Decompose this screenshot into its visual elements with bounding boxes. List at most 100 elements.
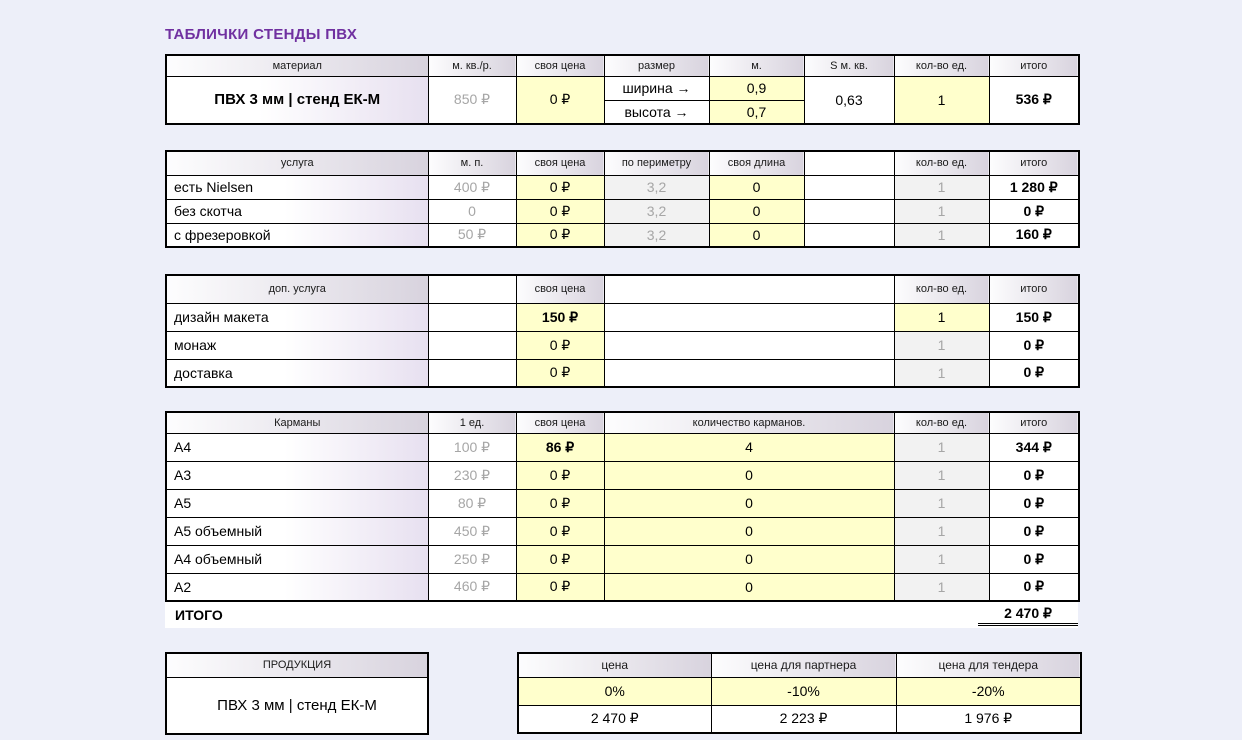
extra-empty-cell [427,330,517,360]
service-rate-cell: 400 ₽ [427,174,517,200]
service-rate-cell: 50 ₽ [427,222,517,248]
service-total-cell: 0 ₽ [988,198,1080,224]
width-label-cell: ширина → [603,75,710,101]
extra-empty-cell [427,358,517,388]
pocket-row: А2 460 ₽ 0 ₽ 0 1 0 ₽ [165,572,1080,602]
services-header-row: услуга м. п. своя цена по периметру своя… [165,150,1080,176]
extra-total-cell: 150 ₽ [988,302,1080,332]
service-rate-cell: 0 [427,198,517,224]
service-own-length-cell[interactable]: 0 [708,198,805,224]
service-own-price-cell[interactable]: 0 ₽ [515,222,605,248]
column-header-empty [803,150,895,176]
pocket-name-cell: А4 объемный [165,544,429,574]
pockets-header-row: Карманы 1 ед. своя цена количество карма… [165,411,1080,434]
pocket-row: А4 100 ₽ 86 ₽ 4 1 344 ₽ [165,432,1080,462]
pocket-total-cell: 0 ₽ [988,544,1080,574]
pocket-row: А5 объемный 450 ₽ 0 ₽ 0 1 0 ₽ [165,516,1080,546]
column-header-total: итого [988,54,1080,77]
column-header-own-price: своя цена [515,411,605,434]
pocket-own-price-cell[interactable]: 0 ₽ [515,488,605,518]
service-perimeter-cell: 3,2 [603,174,710,200]
service-own-price-cell[interactable]: 0 ₽ [515,198,605,224]
production-header: ПРОДУКЦИЯ [165,652,429,678]
pocket-total-cell: 344 ₽ [988,432,1080,462]
column-header-material: материал [165,54,429,77]
column-header-own-price: своя цена [515,54,605,77]
service-own-length-cell[interactable]: 0 [708,174,805,200]
material-qty-cell[interactable]: 1 [893,75,990,125]
service-own-length-cell[interactable]: 0 [708,222,805,248]
production-value: ПВХ 3 мм | стенд ЕК-М [165,676,429,735]
price-value-cell: 2 470 ₽ [517,704,712,734]
column-header-pocket-count: количество карманов. [603,411,895,434]
extra-qty-cell: 1 [893,358,990,388]
price-percent-row: 0% -10% -20% [517,676,1082,706]
pocket-row: А5 80 ₽ 0 ₽ 0 1 0 ₽ [165,488,1080,518]
column-header-pockets: Карманы [165,411,429,434]
bottom-section: ПРОДУКЦИЯ ПВХ 3 мм | стенд ЕК-М цена цен… [165,652,1242,735]
service-total-cell: 1 280 ₽ [988,174,1080,200]
column-header-meters: м. [708,54,805,77]
partner-percent-cell[interactable]: -10% [710,676,897,706]
service-own-price-cell[interactable]: 0 ₽ [515,174,605,200]
extra-name-cell: дизайн макета [165,302,429,332]
material-row-height: высота → 0,7 [166,99,1079,125]
column-header-qty: кол-во ед. [893,411,990,434]
extra-qty-cell[interactable]: 1 [893,302,990,332]
pocket-count-cell[interactable]: 0 [603,572,895,602]
extra-row: дизайн макета 150 ₽ 1 150 ₽ [165,302,1080,332]
extra-qty-cell: 1 [893,330,990,360]
pocket-own-price-cell[interactable]: 0 ₽ [515,572,605,602]
pocket-own-price-cell[interactable]: 0 ₽ [515,516,605,546]
tender-percent-cell[interactable]: -20% [895,676,1082,706]
pocket-rate-cell: 460 ₽ [427,572,517,602]
material-total-cell: 536 ₽ [988,75,1080,125]
width-value-cell[interactable]: 0,9 [708,75,805,101]
pocket-count-cell[interactable]: 0 [603,516,895,546]
pocket-count-cell[interactable]: 0 [603,488,895,518]
extra-empty-cell [603,330,895,360]
column-header-qty: кол-во ед. [893,54,990,77]
pocket-qty-cell: 1 [893,572,990,602]
service-name-cell: без скотча [165,198,429,224]
column-header-extra-service: доп. услуга [165,274,429,304]
pocket-own-price-cell[interactable]: 0 ₽ [515,460,605,490]
pocket-count-cell[interactable]: 0 [603,460,895,490]
production-table: ПРОДУКЦИЯ ПВХ 3 мм | стенд ЕК-М [165,652,429,735]
service-qty-cell: 1 [893,198,990,224]
column-header-price: цена [517,652,712,678]
column-header-own-price: своя цена [515,274,605,304]
pocket-count-cell[interactable]: 0 [603,544,895,574]
material-own-price-cell[interactable]: 0 ₽ [515,75,605,125]
price-percent-cell[interactable]: 0% [517,676,712,706]
pocket-own-price-cell[interactable]: 86 ₽ [515,432,605,462]
pocket-total-cell: 0 ₽ [988,516,1080,546]
extra-row: монаж 0 ₽ 1 0 ₽ [165,330,1080,360]
extra-name-cell: монаж [165,330,429,360]
height-value-cell[interactable]: 0,7 [708,99,805,125]
pocket-row: А3 230 ₽ 0 ₽ 0 1 0 ₽ [165,460,1080,490]
extra-own-price-cell[interactable]: 150 ₽ [515,302,605,332]
service-perimeter-cell: 3,2 [603,222,710,248]
pocket-count-cell[interactable]: 4 [603,432,895,462]
service-qty-cell: 1 [893,174,990,200]
column-header-total: итого [988,150,1080,176]
grand-total-value: 2 470 ₽ [978,605,1078,626]
pocket-rate-cell: 230 ₽ [427,460,517,490]
extra-own-price-cell[interactable]: 0 ₽ [515,330,605,360]
extra-services-table: доп. услуга своя цена кол-во ед. итого д… [165,274,1080,388]
height-label-cell: высота → [603,99,710,125]
pocket-own-price-cell[interactable]: 0 ₽ [515,544,605,574]
column-header-own-length: своя длина [708,150,805,176]
extra-own-price-cell[interactable]: 0 ₽ [515,358,605,388]
service-empty-cell [803,198,895,224]
service-qty-cell: 1 [893,222,990,248]
pocket-total-cell: 0 ₽ [988,572,1080,602]
pocket-qty-cell: 1 [893,488,990,518]
column-header-total: итого [988,411,1080,434]
price-header-row: цена цена для партнера цена для тендера [517,652,1082,678]
pocket-qty-cell: 1 [893,432,990,462]
extra-empty-cell [427,302,517,332]
extra-total-cell: 0 ₽ [988,358,1080,388]
pocket-name-cell: А5 [165,488,429,518]
